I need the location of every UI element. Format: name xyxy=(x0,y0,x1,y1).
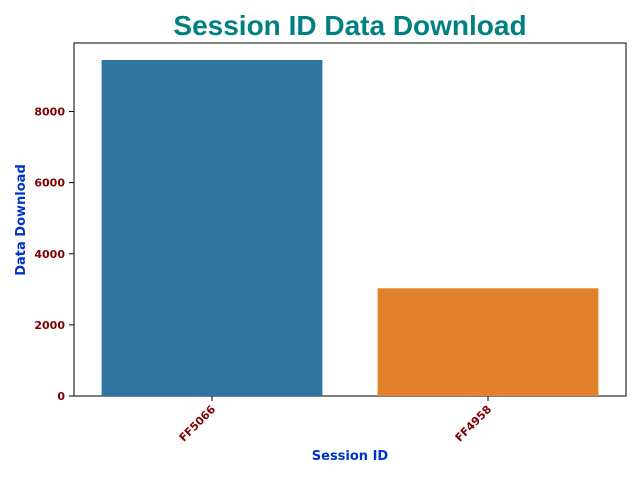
bar-ff5066 xyxy=(101,60,323,396)
plot-area-frame xyxy=(73,42,627,397)
x-axis-ticks: FF5066 FF4958 xyxy=(177,396,494,444)
bar-ff4958 xyxy=(377,288,599,396)
y-tick-label: 4000 xyxy=(34,248,65,261)
y-tick-label: 8000 xyxy=(34,106,65,119)
y-axis-ticks: 0 2000 4000 6000 8000 xyxy=(34,106,74,403)
y-axis-label: Data Download xyxy=(14,164,29,276)
bars-group xyxy=(101,60,599,396)
y-tick-label: 2000 xyxy=(34,319,65,332)
y-tick-label: 0 xyxy=(57,390,65,403)
x-tick-label: FF4958 xyxy=(453,403,494,444)
y-tick-label: 6000 xyxy=(34,177,65,190)
chart-title: Session ID Data Download xyxy=(173,10,526,41)
x-axis-label: Session ID xyxy=(312,449,389,464)
x-tick-label: FF5066 xyxy=(177,403,219,445)
